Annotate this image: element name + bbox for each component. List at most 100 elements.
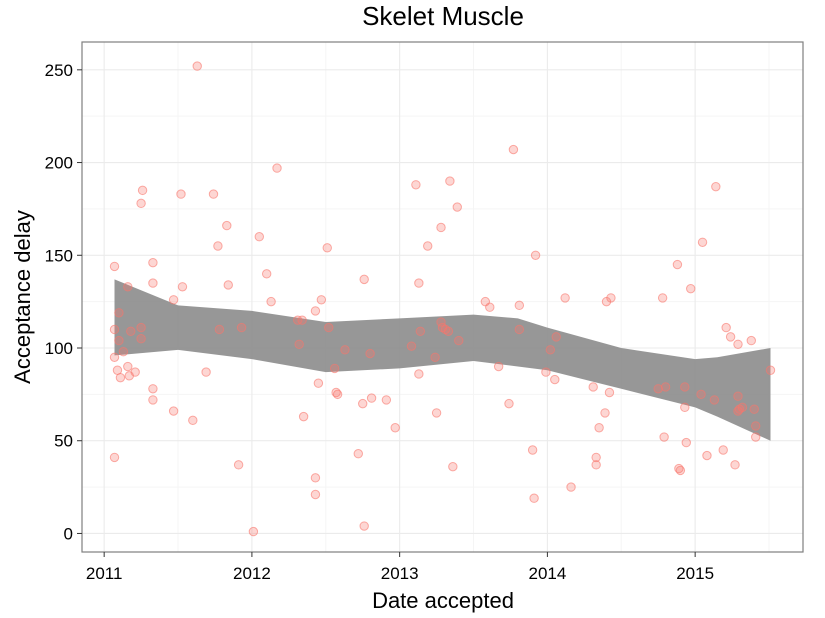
x-tick-label: 2015 [676,564,714,583]
data-point [594,423,604,433]
y-tick-label: 250 [45,61,73,80]
data-point [126,326,136,337]
x-tick-label: 2012 [233,564,271,583]
data-point [430,352,440,362]
data-point [751,421,761,431]
confidence-band-area [114,279,771,441]
data-points [109,61,776,537]
data-point [168,406,179,416]
data-point [310,489,321,500]
data-point [148,384,158,394]
data-point [148,257,158,268]
data-point [114,308,124,318]
data-point [248,526,259,537]
data-point [514,324,525,335]
y-tick-label: 50 [54,432,73,451]
data-point [653,384,663,394]
data-point [148,278,158,288]
data-point [529,493,539,503]
data-point [485,302,495,312]
y-axis: 0 50 100 150 200 250 [45,61,82,543]
data-point [359,274,369,285]
data-point [659,432,669,442]
data-point [436,222,446,233]
data-point [591,460,601,470]
data-point [660,382,671,392]
data-point [686,283,696,294]
data-point [214,324,225,335]
data-point [115,372,126,383]
data-point [749,404,759,414]
data-point [123,361,133,372]
data-point [551,332,561,342]
data-point [188,415,198,426]
data-point [697,237,708,247]
data-point [725,332,736,342]
data-point [109,324,120,335]
data-point [313,378,324,388]
data-point [675,465,686,476]
data-point [443,326,454,337]
data-point [493,361,504,372]
data-point [431,408,442,418]
x-tick-label: 2011 [86,564,123,583]
data-point [201,367,211,377]
x-tick-label: 2014 [528,564,566,583]
data-point [680,382,690,392]
data-point [411,180,421,190]
data-point [176,189,186,199]
data-point [109,452,120,463]
data-point [136,322,146,333]
data-point [721,322,731,333]
data-point [436,317,446,327]
data-point [329,363,340,374]
data-point [294,339,304,349]
data-point [177,282,188,292]
y-tick-label: 100 [45,339,73,358]
data-point [332,389,343,400]
data-point [680,402,690,413]
chart-title: Skelet Muscle [362,1,524,31]
data-point [765,365,776,375]
data-point [136,198,146,209]
data-point [733,339,743,349]
data-point [109,261,120,272]
data-point [261,269,272,279]
data-point [530,250,541,260]
data-point [366,393,377,403]
data-point [600,408,610,418]
data-point [604,387,615,398]
data-point [414,278,424,288]
data-point [148,395,158,405]
data-point [310,306,321,316]
data-point [118,347,129,357]
plot-border [81,41,804,553]
data-point [550,374,560,385]
data-point [508,144,519,155]
data-point [208,189,219,199]
data-point [406,341,417,351]
data-point [746,335,756,346]
data-point [123,282,133,292]
data-point [233,460,244,470]
data-point [316,295,327,305]
smooth-confidence-band [114,279,771,441]
data-point [445,176,455,186]
data-point [266,296,276,307]
data-point [711,181,721,192]
data-point [606,293,616,303]
data-point [322,243,332,253]
data-point [560,293,570,303]
data-point [415,326,426,337]
x-axis: 2011 2012 2013 2014 2015 [86,552,714,583]
data-point [298,411,309,422]
y-tick-label: 0 [64,524,73,543]
data-point [236,322,247,333]
y-axis-label: Acceptance delay [10,210,35,384]
data-point [114,335,124,346]
x-axis-label: Date accepted [372,588,514,613]
data-point [297,315,307,325]
data-point [730,460,740,470]
data-point [718,445,728,455]
